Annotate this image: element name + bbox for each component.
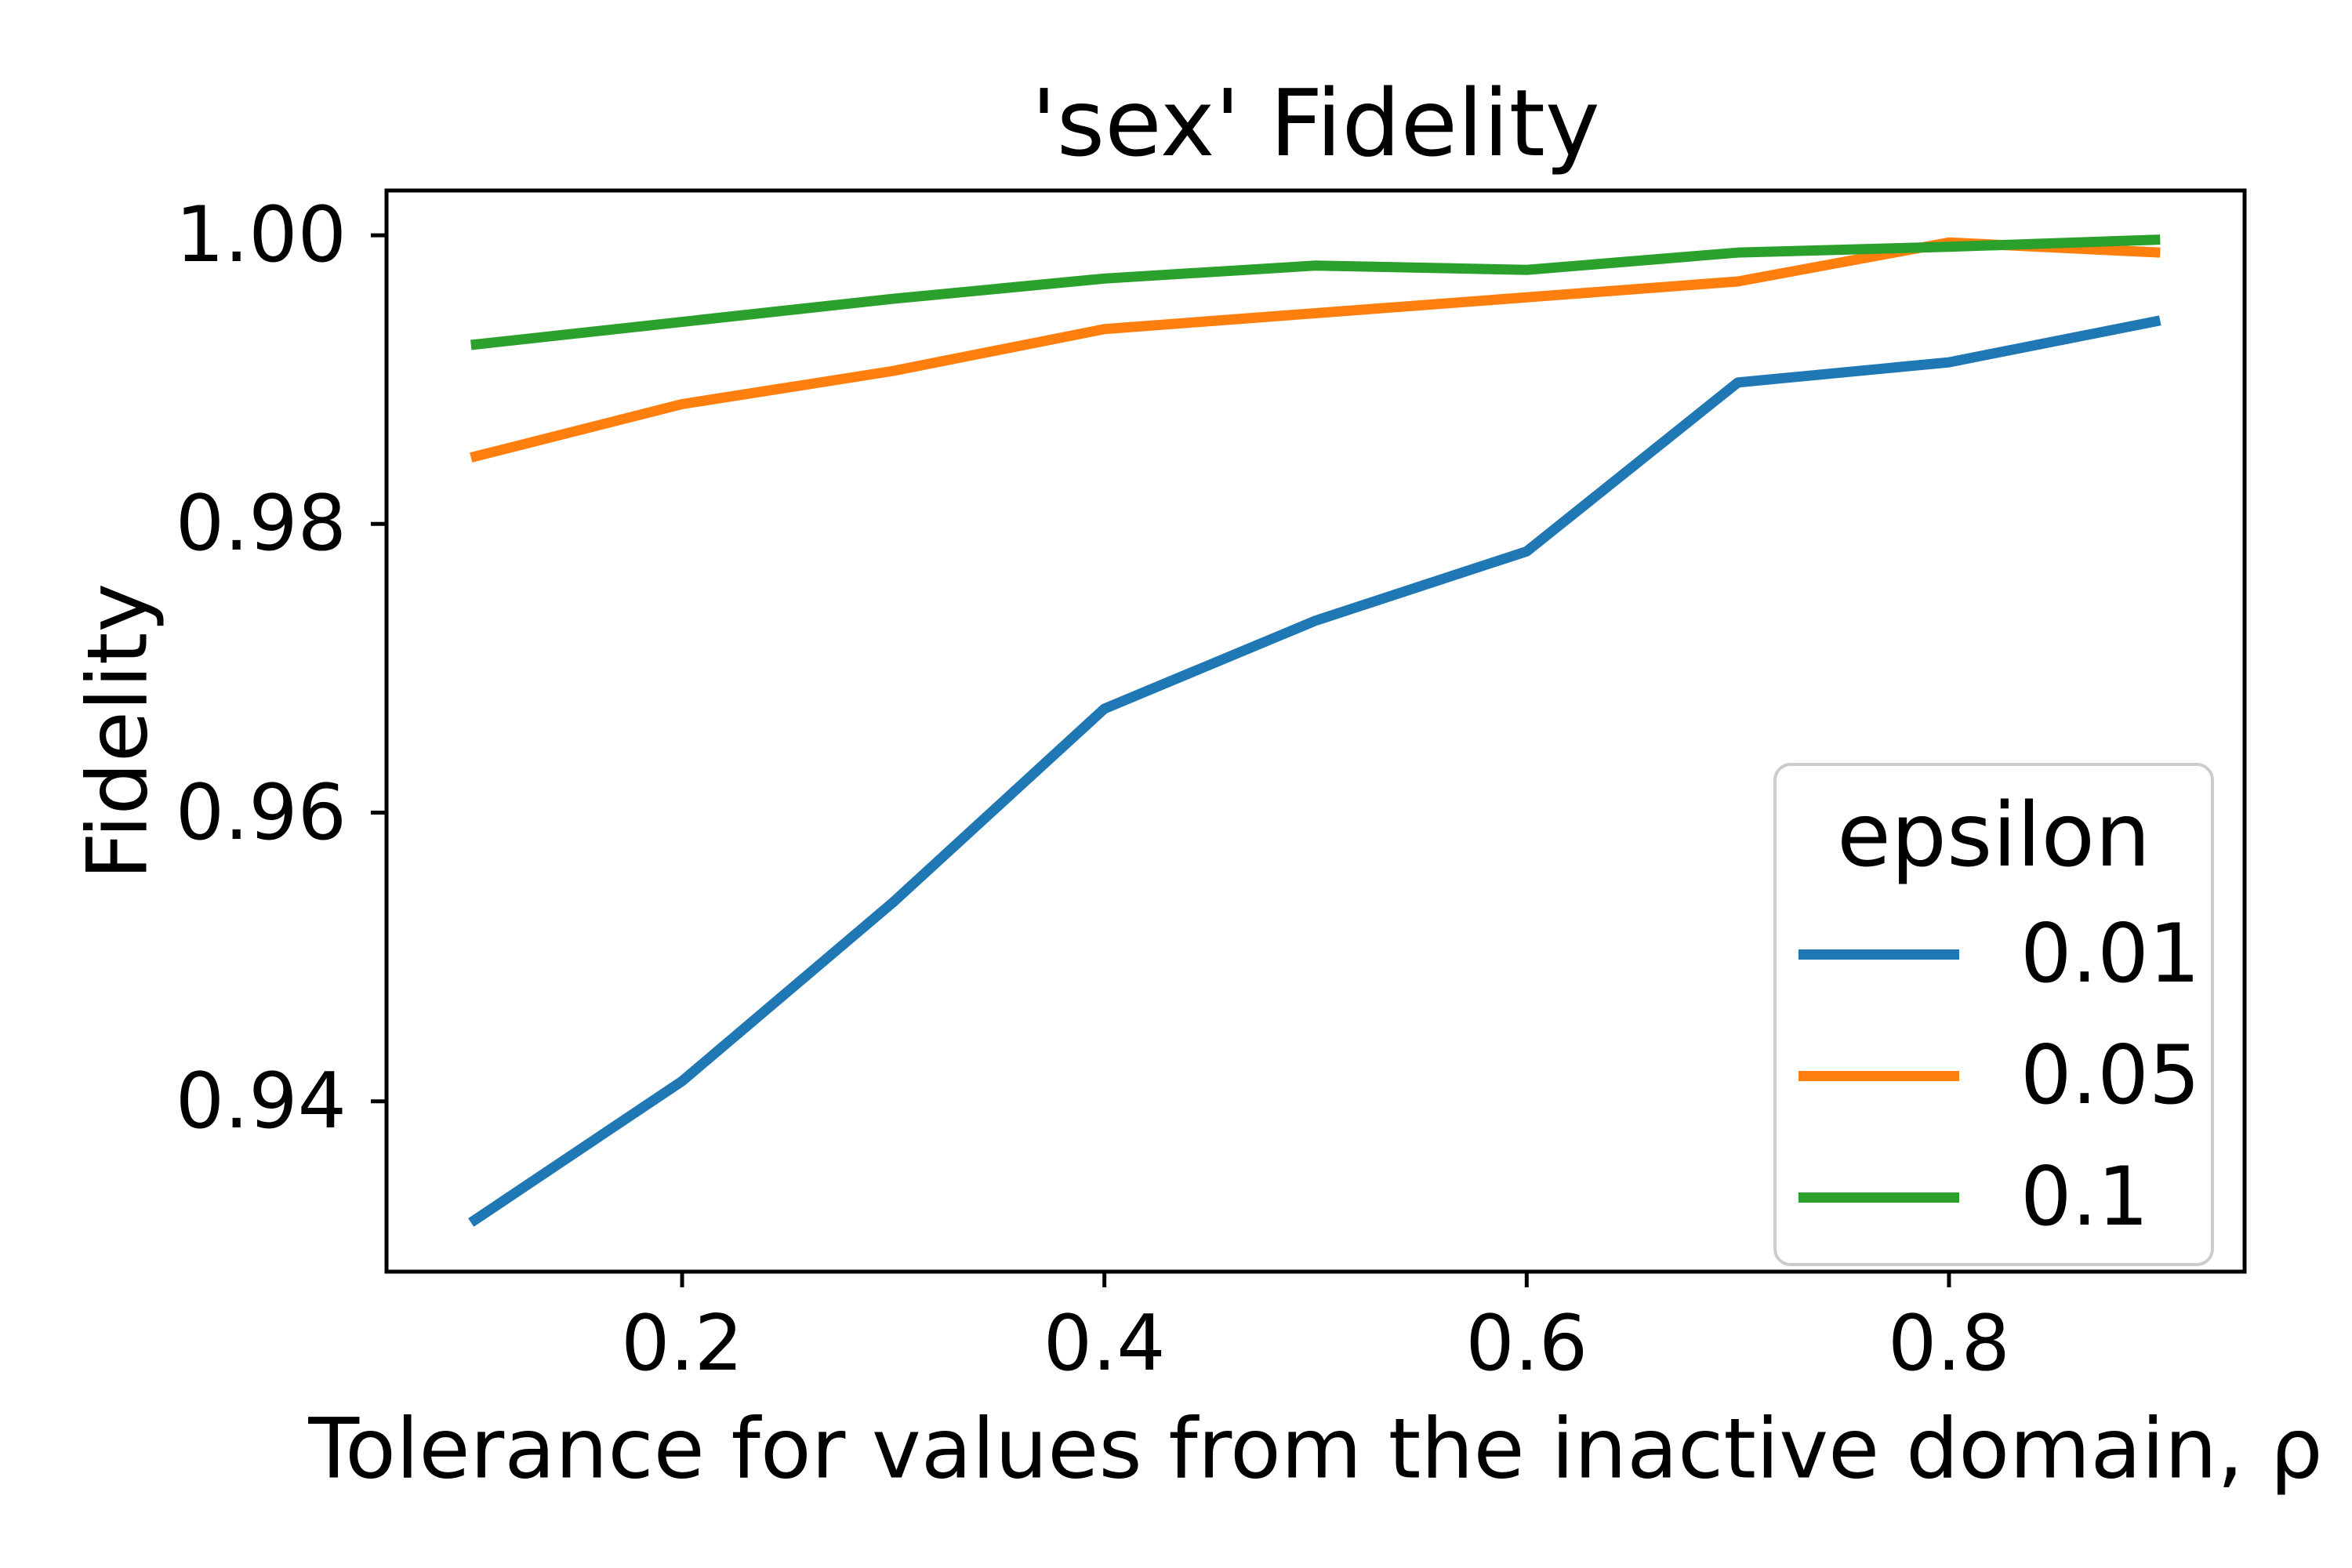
chart-title: 'sex' Fidelity xyxy=(1031,69,1600,177)
y-tick-label-1.00: 1.00 xyxy=(175,191,347,281)
legend-item-epsilon-0.01: 0.01 xyxy=(1798,907,2200,1001)
legend: epsilon 0.01 0.05 0.1 xyxy=(1773,763,2214,1266)
x-tick-label-0.2: 0.2 xyxy=(621,1299,743,1388)
legend-item-epsilon-0.1: 0.1 xyxy=(1798,1150,2195,1244)
y-tick-label-0.96: 0.96 xyxy=(175,768,347,858)
x-axis-label: Tolerance for values from the inactive d… xyxy=(308,1400,2323,1497)
x-tick-label-0.8: 0.8 xyxy=(1888,1299,2010,1388)
line-epsilon-0.1 xyxy=(470,234,2161,350)
axes-frame xyxy=(384,188,2247,1274)
legend-swatch-0.01 xyxy=(1798,949,1959,960)
x-tick-label-0.4: 0.4 xyxy=(1043,1299,1166,1388)
legend-title: epsilon xyxy=(1836,785,2151,887)
legend-label-0.1: 0.1 xyxy=(2020,1149,2149,1244)
line-epsilon-0.01 xyxy=(468,315,2161,1227)
legend-item-epsilon-0.05: 0.05 xyxy=(1798,1029,2200,1123)
legend-swatch-0.1 xyxy=(1798,1192,1959,1203)
legend-label-0.01: 0.01 xyxy=(2020,906,2201,1001)
y-axis-label: Fidelity xyxy=(69,583,166,880)
y-tick-label-0.98: 0.98 xyxy=(175,479,347,569)
legend-swatch-0.05 xyxy=(1798,1070,1959,1081)
legend-label-0.05: 0.05 xyxy=(2020,1028,2201,1123)
line-epsilon-0.05 xyxy=(470,237,2161,463)
y-tick-label-0.94: 0.94 xyxy=(175,1056,347,1146)
x-tick-label-0.6: 0.6 xyxy=(1465,1299,1588,1388)
